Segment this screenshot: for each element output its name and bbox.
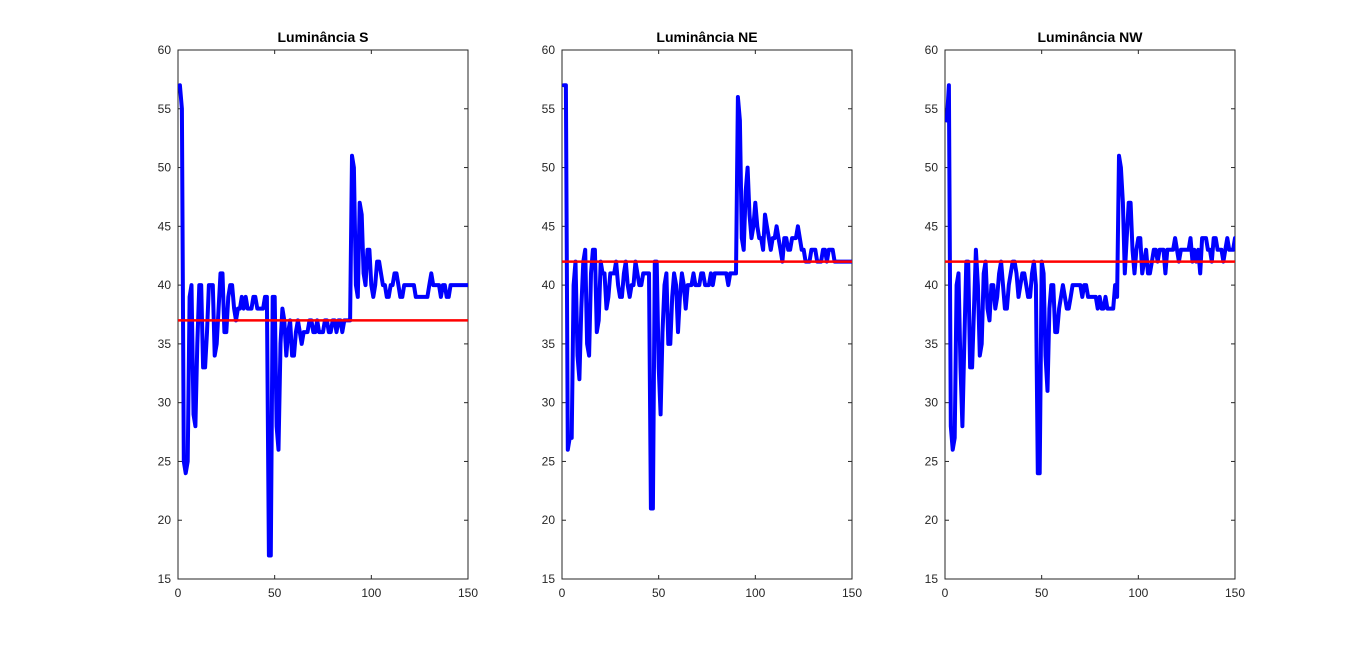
y-tick-label: 20 [542,513,556,527]
y-tick-label: 30 [542,396,556,410]
y-tick-label: 25 [542,454,556,468]
axes-frame [177,49,469,580]
x-tick-label: 150 [842,586,862,600]
y-tick-label: 60 [158,43,172,57]
y-tick-label: 35 [542,337,556,351]
y-tick-label: 40 [158,278,172,292]
y-tick-label: 40 [542,278,556,292]
x-tick-label: 0 [175,586,182,600]
y-tick-label: 60 [542,43,556,57]
luminance-series-line [562,83,852,511]
subplot-luminancia-nw: 15 20 25 30 35 40 45 50 55 60 0 50 100 150 Luminância … [925,29,1246,600]
y-tick-label: 30 [925,396,939,410]
axes-frame [561,49,853,580]
x-tick-label: 50 [1035,586,1049,600]
plot-area [945,83,1235,476]
luminance-series-line [945,83,1235,476]
chart-title: Luminância NE [656,29,757,45]
y-tick-label: 50 [542,161,556,175]
y-tick-label: 55 [542,102,556,116]
y-tick-label: 35 [925,337,939,351]
y-tick-label: 45 [542,219,556,233]
y-tick-label: 20 [158,513,172,527]
y-tick-label: 35 [158,337,172,351]
y-tick-label: 25 [925,454,939,468]
x-tick-label: 150 [458,586,478,600]
plot-area [178,83,468,558]
y-tick-label: 30 [158,396,172,410]
chart-title: Luminância NW [1037,29,1143,45]
x-tick-label: 100 [1128,586,1148,600]
axes-frame [944,49,1236,580]
y-tick-label: 45 [158,219,172,233]
x-tick-label: 100 [361,586,381,600]
x-tick-label: 0 [942,586,949,600]
chart-title: Luminância S [277,29,368,45]
x-tick-label: 100 [745,586,765,600]
y-tick-label: 60 [925,43,939,57]
y-tick-label: 50 [158,161,172,175]
y-tick-label: 20 [925,513,939,527]
subplot-luminancia-s: 15 20 25 30 35 40 45 50 55 60 0 50 100 150 Luminância … [158,29,479,600]
y-tick-label: 25 [158,454,172,468]
y-tick-label: 55 [158,102,172,116]
y-tick-label: 15 [542,572,556,586]
x-tick-label: 50 [268,586,282,600]
y-tick-label: 40 [925,278,939,292]
y-tick-label: 15 [925,572,939,586]
y-tick-label: 50 [925,161,939,175]
x-tick-label: 50 [652,586,666,600]
x-tick-label: 0 [559,586,566,600]
y-tick-label: 15 [158,572,172,586]
x-tick-label: 150 [1225,586,1245,600]
y-tick-label: 45 [925,219,939,233]
plot-area [562,83,852,511]
luminance-series-line [178,83,468,558]
y-tick-label: 55 [925,102,939,116]
subplot-luminancia-ne: 15 20 25 30 35 40 45 50 55 60 0 50 100 150 Luminância … [542,29,863,600]
